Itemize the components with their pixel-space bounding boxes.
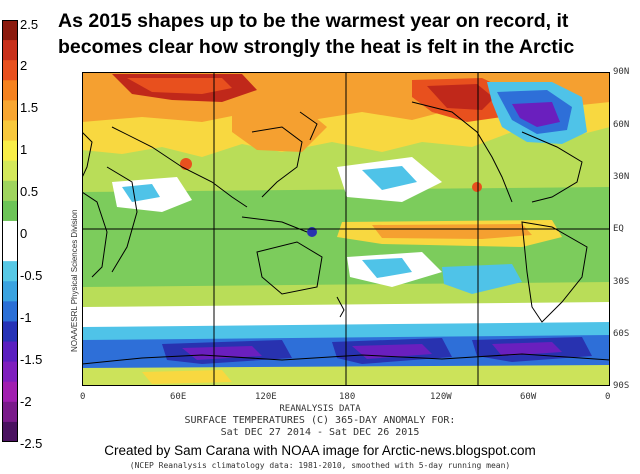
colorbar-segment xyxy=(2,80,18,101)
colorbar-frame xyxy=(2,20,18,442)
coastline-new-zealand xyxy=(336,296,345,318)
lat-label: 60S xyxy=(613,329,630,339)
coastline-antarctica xyxy=(82,353,610,365)
caption-variable: SURFACE TEMPERATURES (C) 365-DAY ANOMALY… xyxy=(184,415,456,426)
coastline-east-asia xyxy=(251,126,303,198)
colorbar-segment xyxy=(2,200,18,222)
colorbar-segment xyxy=(2,20,18,41)
colorbar-label: -1 xyxy=(20,310,32,325)
caption-reanalysis: REANALYSIS DATA xyxy=(279,404,361,414)
coastline-north-america-east xyxy=(521,131,583,203)
el-nino-core xyxy=(372,224,532,239)
south-pacific-cool xyxy=(362,258,412,278)
colorbar-segment xyxy=(2,140,18,162)
lon-label: 120E xyxy=(255,392,277,402)
lat-label: 60N xyxy=(613,120,630,130)
colorbar-segment xyxy=(2,220,18,242)
credit-footnote: (NCEP Reanalysis climatology data: 1981-… xyxy=(129,461,511,470)
coastline-australia xyxy=(256,241,323,295)
coastline-europe xyxy=(82,131,93,179)
alaska-hot-core xyxy=(427,84,494,110)
warm-spot xyxy=(180,158,192,170)
lat-label: 30N xyxy=(613,172,630,182)
lat-label: 30S xyxy=(613,277,630,287)
colorbar-label: -0.5 xyxy=(20,268,43,283)
side-credit: NOAA/ESRL Physical Sciences Division xyxy=(70,209,79,352)
lon-label: 120W xyxy=(430,392,452,402)
lon-label: 60E xyxy=(170,392,187,402)
map-frame xyxy=(82,72,610,386)
credit-main: Created by Sam Carana with NOAA image fo… xyxy=(104,443,536,458)
coastlines xyxy=(82,101,610,365)
colorbar-label: 1 xyxy=(20,142,28,157)
coastline-south-asia xyxy=(111,126,248,208)
lon-label: 60W xyxy=(520,392,537,402)
caption-period: Sat DEC 27 2014 - Sat DEC 26 2015 xyxy=(220,427,420,438)
colorbar-segment xyxy=(2,180,18,202)
lon-label: 0 xyxy=(80,392,86,402)
coastline-north-america-west xyxy=(411,101,513,203)
colorbar-segment xyxy=(2,301,18,322)
colorbar-segment xyxy=(2,60,18,81)
north-pacific-cool xyxy=(362,166,417,190)
lon-label: 0 xyxy=(605,392,611,402)
greenland-cold-core xyxy=(512,102,560,127)
coastline-japan xyxy=(299,111,318,141)
colorbar-segment xyxy=(2,160,18,182)
colorbar-segment xyxy=(2,100,18,121)
colorbar-segment xyxy=(2,321,18,343)
colorbar-segment xyxy=(2,261,18,282)
colorbar-segment xyxy=(2,361,18,383)
east-pacific-cool xyxy=(442,264,522,294)
colorbar-segment xyxy=(2,120,18,142)
antarctic-cold-core-3b xyxy=(492,342,562,356)
colorbar-segment xyxy=(2,241,18,262)
coastline-south-america xyxy=(521,221,588,323)
coastline-africa-west xyxy=(82,191,108,278)
colorbar-label: -1.5 xyxy=(20,352,43,367)
colorbar-segment xyxy=(2,341,18,363)
siberia-hot-core xyxy=(127,78,232,94)
colorbar-label: 0.5 xyxy=(20,184,39,199)
lon-label: 180 xyxy=(339,392,356,402)
colorbar-segment xyxy=(2,421,18,442)
colorbar-segment xyxy=(2,381,18,403)
anomaly-map xyxy=(82,72,610,386)
colorbar-label: -2 xyxy=(20,394,32,409)
africa-cool-patch xyxy=(122,184,160,202)
headline-line-1: As 2015 shapes up to be the warmest year… xyxy=(58,10,569,32)
headline: As 2015 shapes up to be the warmest year… xyxy=(58,8,638,60)
map-grid xyxy=(82,72,610,386)
lat-label: EQ xyxy=(613,224,624,234)
warm-spot xyxy=(472,182,482,192)
colorbar xyxy=(2,20,18,442)
colorbar-label: 2 xyxy=(20,58,28,73)
colorbar-label: 2.5 xyxy=(20,17,39,32)
colorbar-segment xyxy=(2,401,18,423)
antarctic-cold-core-1b xyxy=(182,346,262,360)
lat-label: 90S xyxy=(613,381,630,391)
colorbar-segment xyxy=(2,281,18,302)
colorbar-label: 1.5 xyxy=(20,100,39,115)
antarctic-warm-patch xyxy=(142,370,232,384)
colorbar-segment xyxy=(2,40,18,61)
colorbar-label: 0 xyxy=(20,226,28,241)
colorbar-label: -2.5 xyxy=(20,436,43,451)
lat-label: 90N xyxy=(613,67,630,77)
coastline-africa-east xyxy=(106,166,138,273)
headline-line-2: becomes clear how strongly the heat is f… xyxy=(58,36,575,58)
